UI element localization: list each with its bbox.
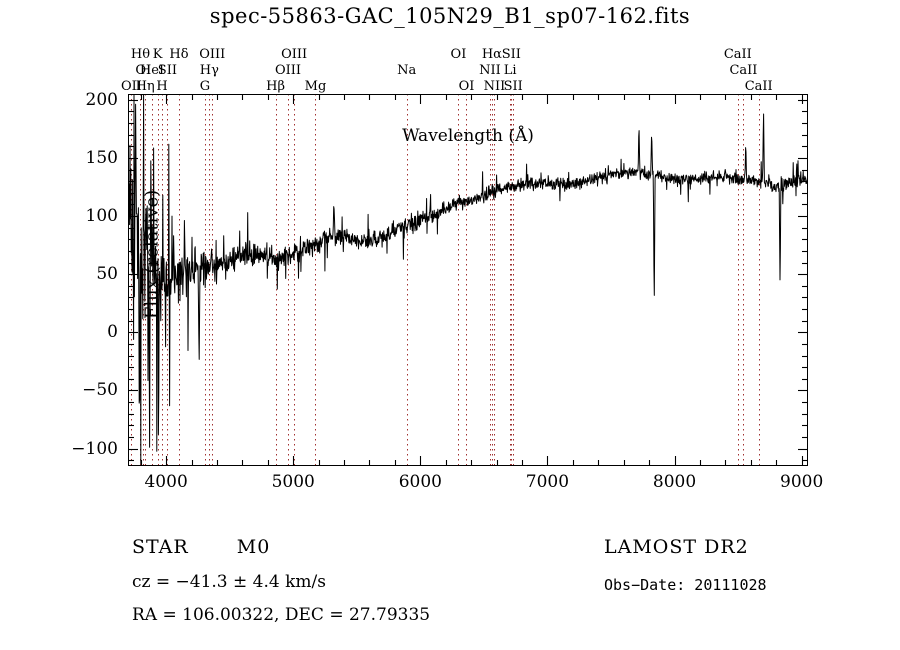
line-id-label: OIII [274, 63, 302, 78]
line-id-label: Na [397, 63, 417, 78]
line-id-label: CaII [744, 79, 773, 94]
line-id-label: OI [450, 47, 467, 62]
y-tick-label: 50 [96, 264, 118, 285]
obs-date: Obs−Date: 20111028 [604, 576, 767, 594]
y-tick-label: −50 [82, 380, 118, 401]
line-id-label: G [199, 79, 211, 94]
x-tick-label: 6000 [398, 472, 442, 492]
line-id-label: Mg [304, 79, 327, 94]
line-id-label: OI [458, 79, 475, 94]
line-id-label: SII [501, 47, 521, 62]
line-id-label: Hβ [266, 79, 285, 94]
x-tick-label: 8000 [652, 472, 697, 492]
survey-label: LAMOST DR2 [604, 536, 749, 558]
line-id-label: Hγ [199, 63, 219, 78]
line-id-label: OIII [281, 47, 308, 62]
y-tick-label: 150 [85, 147, 118, 168]
x-tick-label: 9000 [780, 472, 824, 492]
y-tick-label: 200 [85, 89, 118, 110]
x-tick-label: 7000 [525, 472, 570, 492]
plot-area: 200 150 100 50 0 −50 −100 4000 5000 6000 7000 8000… [71, 48, 823, 492]
line-id-label: Hδ [169, 47, 189, 62]
object-class: STAR M0 [132, 536, 271, 558]
page-title: spec-55863-GAC_105N29_B1_sp07-162.fits [209, 4, 691, 28]
x-axis-title: Wavelength (Å) [402, 126, 534, 146]
line-id-label: Hα [481, 47, 502, 62]
line-id-label: OIII [199, 47, 226, 62]
line-id-label: Hθ [130, 47, 151, 62]
coordinates: RA = 106.00322, DEC = 27.79335 [132, 605, 431, 625]
x-tick-label: 4000 [144, 472, 188, 492]
line-id-label: SII [157, 63, 177, 78]
line-id-label: OI [135, 63, 152, 78]
line-id-label: OII [120, 79, 142, 94]
line-id-label: HeI [139, 63, 165, 78]
y-tick-label: −100 [71, 438, 118, 459]
y-tick-label: 100 [85, 206, 118, 227]
y-tick-label: 0 [107, 322, 118, 343]
line-id-label: H [156, 79, 168, 94]
y-axis-title: Flux (relative) [141, 189, 163, 320]
x-tick-label: 5000 [271, 472, 315, 492]
line-id-label: CaII [729, 63, 758, 78]
line-id-label: NII [483, 79, 506, 94]
line-id-label: CaII [723, 47, 752, 62]
cz-value: cz = −41.3 ± 4.4 km/s [132, 572, 326, 592]
line-id-label: SII [503, 79, 523, 94]
line-id-label: Li [503, 63, 517, 78]
line-id-label: K [152, 47, 163, 62]
line-id-label: Hη [135, 79, 155, 94]
spectrum-canvas [128, 94, 808, 466]
line-id-label: NII [479, 63, 501, 78]
plot-frame [128, 94, 808, 466]
